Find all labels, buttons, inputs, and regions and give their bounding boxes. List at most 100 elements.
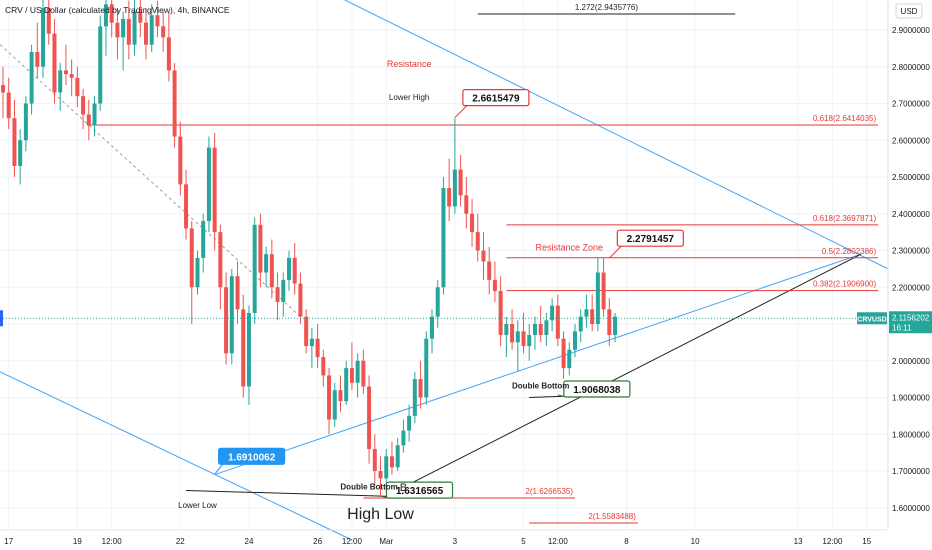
candle-body[interactable] <box>607 309 612 336</box>
candle-body[interactable] <box>144 22 148 45</box>
candle-body[interactable] <box>121 18 126 38</box>
candle-body[interactable] <box>515 331 520 343</box>
support-trendline[interactable] <box>386 253 862 497</box>
candle-body[interactable] <box>103 4 108 27</box>
candle-body[interactable] <box>510 324 515 343</box>
candle-body[interactable] <box>6 92 11 119</box>
candle-body[interactable] <box>201 221 206 258</box>
candle-body[interactable] <box>98 26 103 104</box>
candle-body[interactable] <box>206 147 211 222</box>
candle-body[interactable] <box>367 386 372 449</box>
candle-body[interactable] <box>52 33 57 93</box>
candle-body[interactable] <box>115 22 120 38</box>
candle-body[interactable] <box>63 70 68 75</box>
candle-body[interactable] <box>18 140 23 166</box>
candle-body[interactable] <box>86 114 91 126</box>
candle-body[interactable] <box>315 338 320 358</box>
candle-body[interactable] <box>23 103 28 141</box>
candle-body[interactable] <box>418 379 423 398</box>
candle-body[interactable] <box>155 15 160 27</box>
candle-body[interactable] <box>12 118 17 166</box>
price-callout-box[interactable] <box>218 447 286 465</box>
price-callout-box[interactable] <box>462 89 530 107</box>
candle-body[interactable] <box>166 37 171 71</box>
candle-body[interactable] <box>470 213 475 233</box>
candle-body[interactable] <box>195 257 200 288</box>
candle-body[interactable] <box>332 390 337 420</box>
candle-body[interactable] <box>441 188 446 288</box>
candle-body[interactable] <box>149 15 154 45</box>
candle-body[interactable] <box>241 309 246 387</box>
candle-body[interactable] <box>407 415 412 431</box>
candle-body[interactable] <box>578 316 583 332</box>
candle-body[interactable] <box>344 368 349 402</box>
candle-body[interactable] <box>275 287 280 302</box>
candle-body[interactable] <box>172 70 177 137</box>
candle-body[interactable] <box>544 320 549 336</box>
candle-body[interactable] <box>41 7 46 67</box>
candle-body[interactable] <box>452 169 457 207</box>
candle-body[interactable] <box>161 26 166 38</box>
price-callout-box[interactable] <box>385 481 454 499</box>
candle-body[interactable] <box>126 18 131 45</box>
candle-body[interactable] <box>401 430 406 446</box>
candle-body[interactable] <box>584 309 589 317</box>
candle-body[interactable] <box>601 272 606 310</box>
current-price-tag[interactable] <box>889 311 932 334</box>
candle-body[interactable] <box>224 287 229 354</box>
candle-body[interactable] <box>252 224 257 313</box>
candle-body[interactable] <box>498 290 503 336</box>
price-callout-box[interactable] <box>563 380 631 398</box>
candle-body[interactable] <box>349 368 354 383</box>
candle-body[interactable] <box>464 195 469 214</box>
candle-body[interactable] <box>287 257 291 280</box>
candle-body[interactable] <box>361 360 366 387</box>
candle-body[interactable] <box>372 448 377 471</box>
candle-body[interactable] <box>212 147 217 233</box>
candle-body[interactable] <box>613 316 618 336</box>
candle-body[interactable] <box>138 11 143 23</box>
candle-body[interactable] <box>327 375 332 420</box>
candle-body[interactable] <box>550 305 555 321</box>
candle-body[interactable] <box>492 279 497 291</box>
upper-channel-line[interactable] <box>335 0 889 270</box>
candle-body[interactable] <box>184 184 189 229</box>
candle-body[interactable] <box>412 379 417 416</box>
candle-body[interactable] <box>309 338 314 347</box>
candle-body[interactable] <box>29 52 34 104</box>
candle-body[interactable] <box>258 224 263 273</box>
candle-body[interactable] <box>1 85 5 93</box>
candle-body[interactable] <box>178 136 183 185</box>
candle-body[interactable] <box>58 70 63 93</box>
candle-body[interactable] <box>132 11 137 45</box>
lower-channel-line[interactable] <box>0 371 353 541</box>
candle-body[interactable] <box>378 471 383 479</box>
candle-body[interactable] <box>504 324 509 336</box>
candle-body[interactable] <box>298 283 303 317</box>
candle-body[interactable] <box>304 316 309 347</box>
candle-body[interactable] <box>229 276 234 354</box>
candle-body[interactable] <box>92 103 97 126</box>
candle-body[interactable] <box>269 254 274 288</box>
candle-body[interactable] <box>430 316 434 339</box>
candle-body[interactable] <box>595 272 600 324</box>
candle-body[interactable] <box>389 456 394 468</box>
candle-body[interactable] <box>35 52 40 67</box>
candle-body[interactable] <box>69 74 74 78</box>
candle-body[interactable] <box>561 338 566 369</box>
lower-low-line[interactable] <box>186 489 404 498</box>
candle-body[interactable] <box>109 4 114 23</box>
candle-body[interactable] <box>75 77 80 97</box>
candle-body[interactable] <box>292 257 297 284</box>
candle-body[interactable] <box>527 335 532 347</box>
candle-body[interactable] <box>555 305 560 339</box>
candle-body[interactable] <box>218 232 223 288</box>
candle-body[interactable] <box>532 324 537 336</box>
candle-body[interactable] <box>264 254 269 273</box>
candle-body[interactable] <box>475 232 480 251</box>
candle-body[interactable] <box>81 96 86 115</box>
candle-body[interactable] <box>246 312 251 387</box>
candle-body[interactable] <box>355 360 360 383</box>
candle-body[interactable] <box>281 279 286 302</box>
